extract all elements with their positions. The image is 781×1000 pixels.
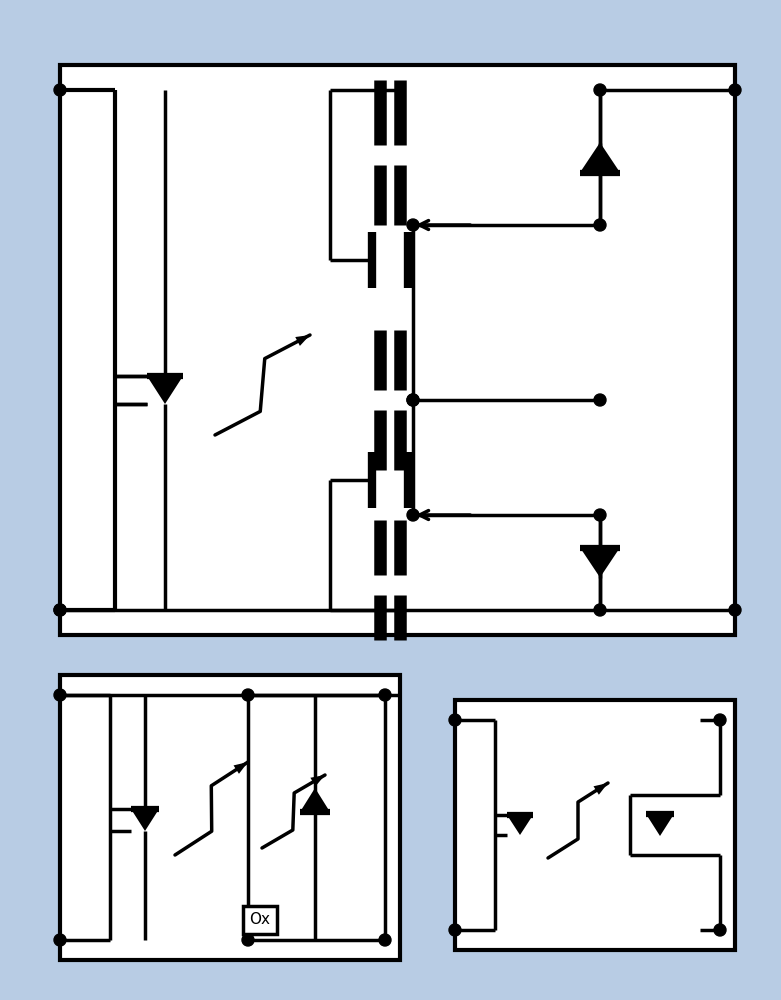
Polygon shape [131,809,159,831]
Polygon shape [507,815,533,835]
Circle shape [242,689,254,701]
Circle shape [594,84,606,96]
Circle shape [379,934,391,946]
Circle shape [714,924,726,936]
Polygon shape [580,548,620,578]
Polygon shape [300,788,330,812]
Circle shape [407,394,419,406]
Circle shape [54,689,66,701]
Circle shape [729,604,741,616]
Polygon shape [234,762,248,774]
Text: Ox: Ox [249,912,270,928]
Circle shape [594,604,606,616]
Polygon shape [580,142,620,172]
Circle shape [449,714,461,726]
Circle shape [407,219,419,231]
Polygon shape [594,783,608,795]
Circle shape [54,84,66,96]
FancyBboxPatch shape [60,675,400,960]
Polygon shape [147,376,183,404]
Polygon shape [646,814,674,836]
Circle shape [54,604,66,616]
Circle shape [407,394,419,406]
Circle shape [594,509,606,521]
Circle shape [594,219,606,231]
Circle shape [242,934,254,946]
Circle shape [54,604,66,616]
Circle shape [407,509,419,521]
Polygon shape [295,335,310,346]
Circle shape [714,714,726,726]
Circle shape [54,934,66,946]
Polygon shape [310,775,325,786]
FancyBboxPatch shape [60,65,735,635]
Circle shape [379,689,391,701]
FancyBboxPatch shape [455,700,735,950]
Circle shape [449,924,461,936]
Circle shape [729,84,741,96]
Circle shape [594,394,606,406]
